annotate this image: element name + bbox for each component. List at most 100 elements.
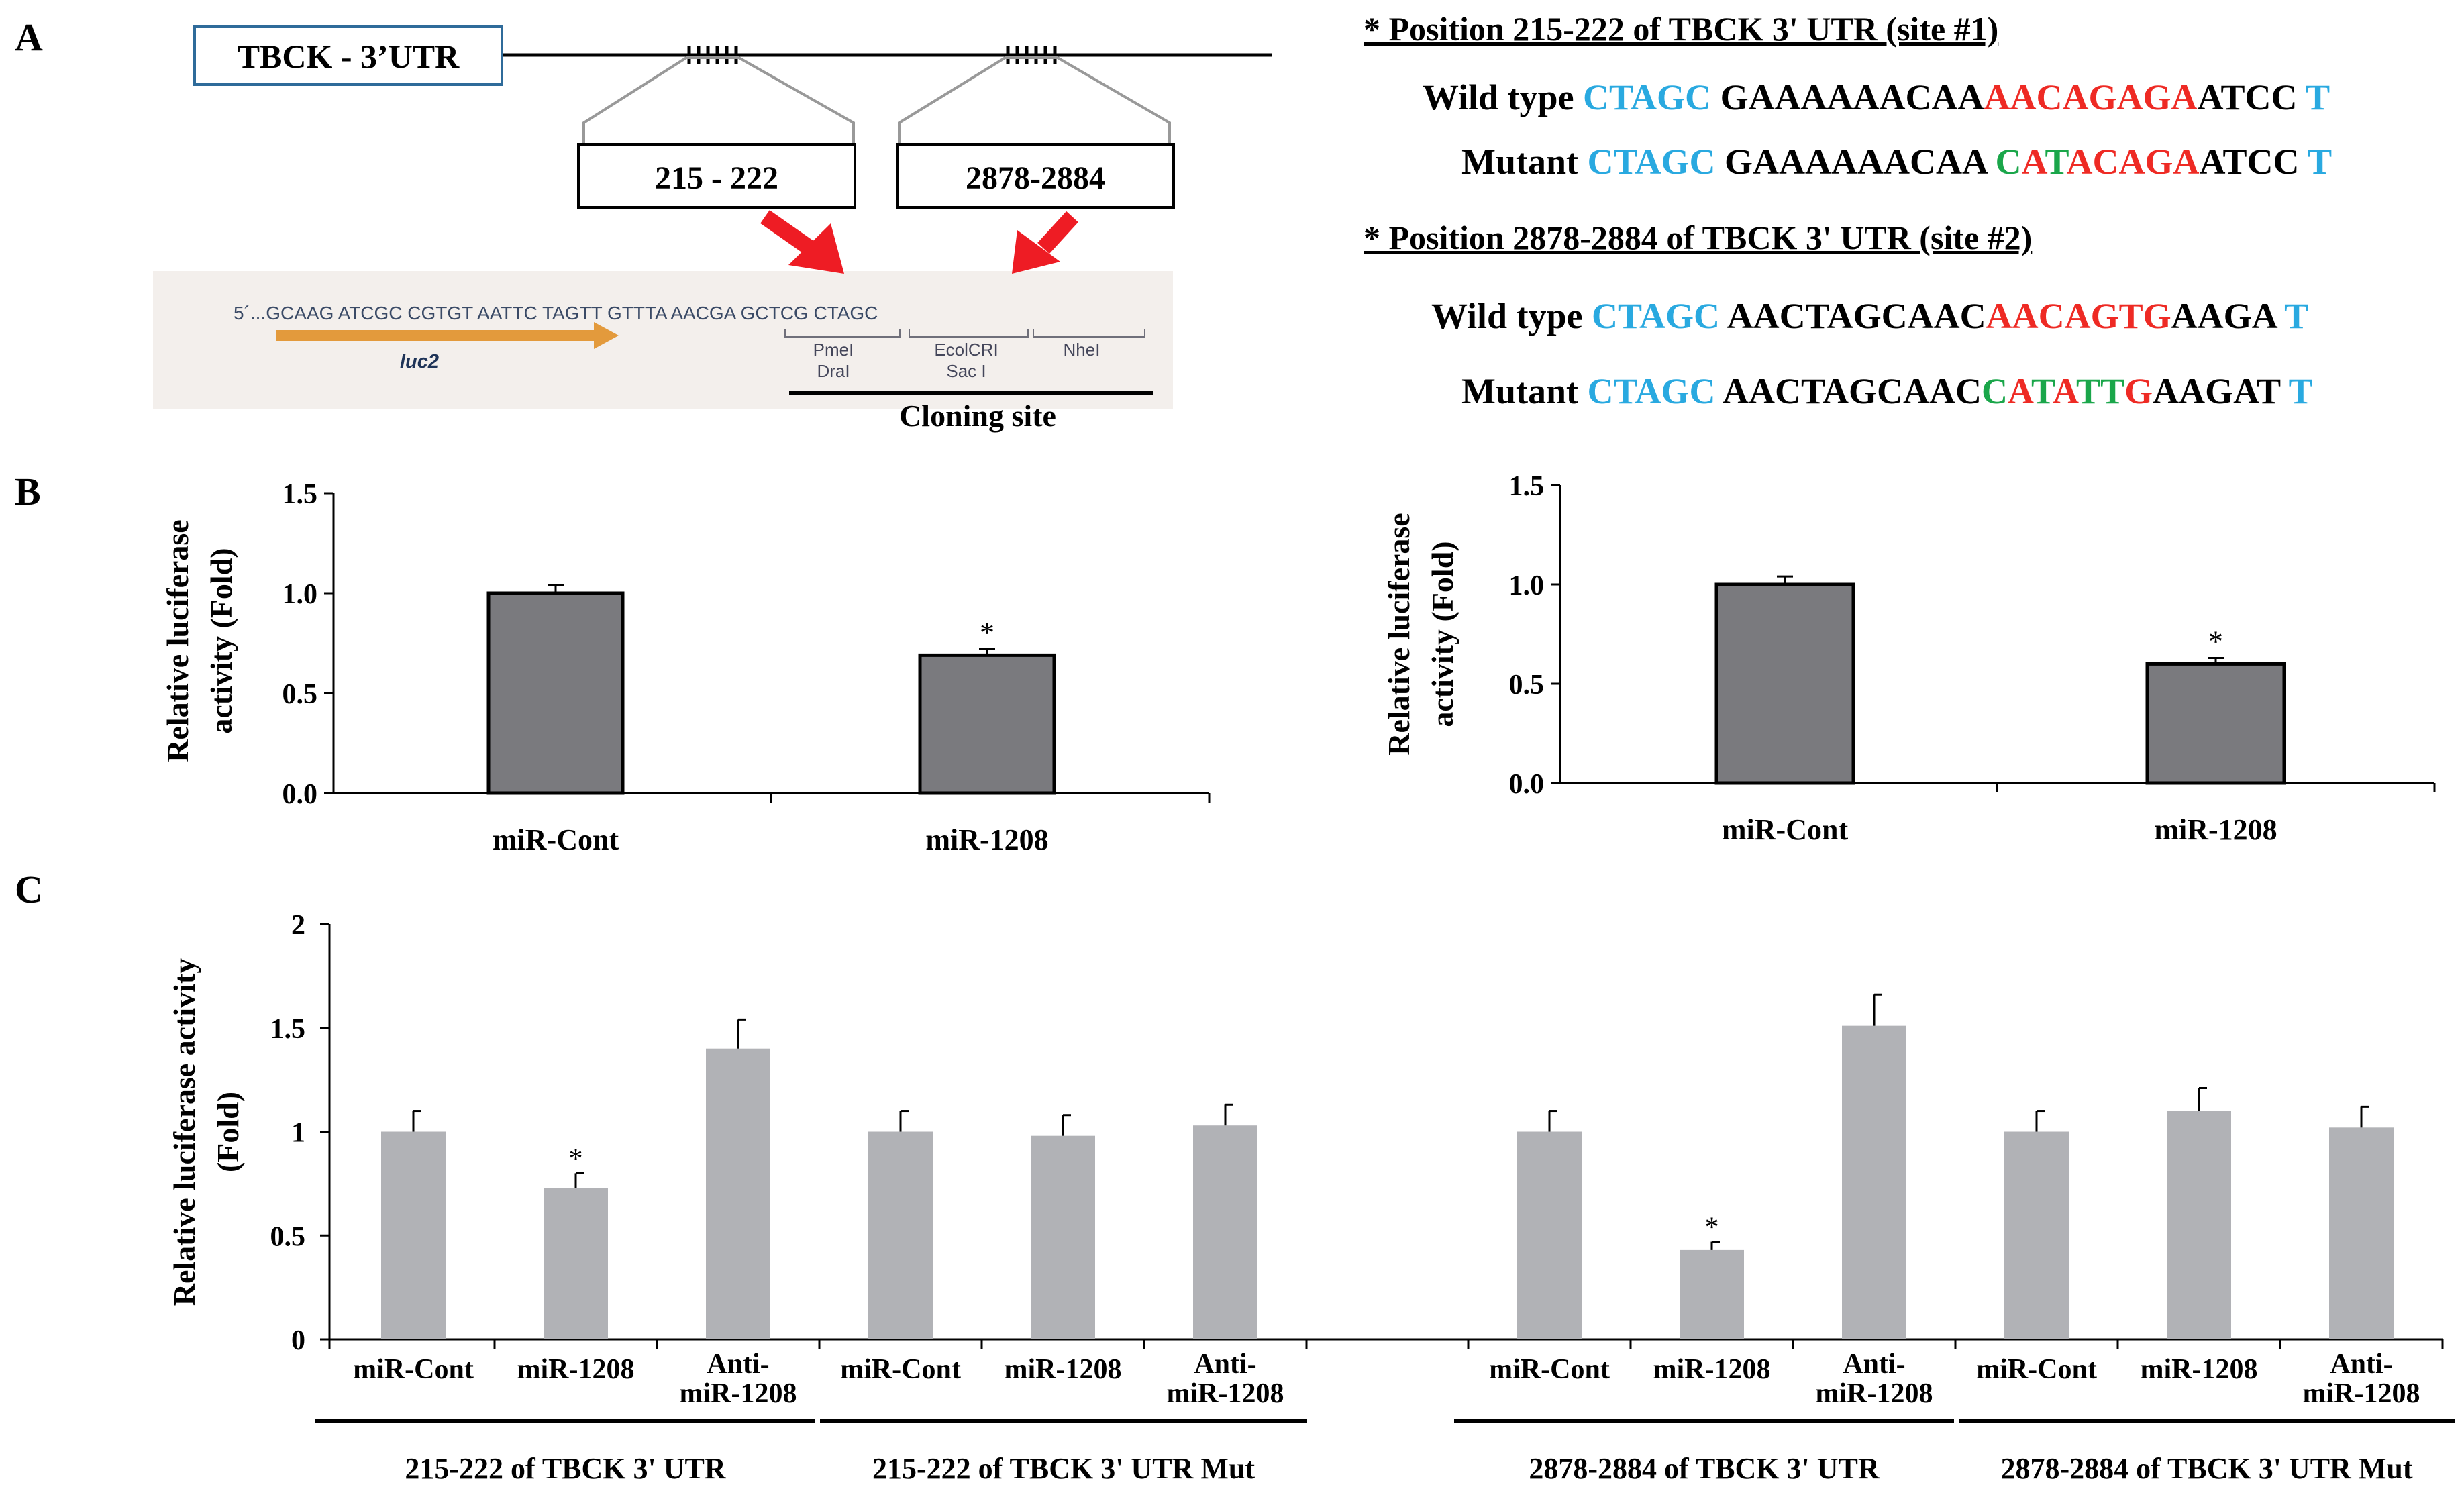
bar <box>2167 1111 2231 1339</box>
group-label: 215-222 of TBCK 3' UTR Mut <box>872 1452 1255 1485</box>
sequence-segment: T <box>2045 142 2067 182</box>
sequence-segment: T <box>2284 296 2309 336</box>
x-tick-label: miR-1208 <box>680 1378 797 1409</box>
site2-box <box>896 143 1175 209</box>
utr-schematic: TBCK - 3’UTR 215 - 222 2878-2884 <box>193 25 1272 209</box>
bar <box>1842 1025 1906 1339</box>
sequence-segment: T <box>2308 142 2332 182</box>
y-tick-label: 1.0 <box>283 579 318 610</box>
sequence-segment: TT <box>2076 371 2125 411</box>
site2-mutant-row: Mutant CTAGC AACTAGCAACCATATTGAAGAT T <box>1461 370 2313 412</box>
bar <box>1680 1249 1744 1339</box>
y-axis-title: (Fold) <box>211 1092 245 1172</box>
x-tick-label: miR-1208 <box>2154 813 2277 846</box>
site2-header: * Position 2878-2884 of TBCK 3' UTR (sit… <box>1364 219 2033 256</box>
y-tick-label: 1 <box>291 1118 305 1149</box>
bar <box>1031 1135 1095 1339</box>
site2-wildtype-label: Wild type <box>1431 296 1592 336</box>
site2-wildtype-row: Wild type CTAGC AACTAGCAACAACAGTGAAGA T <box>1431 295 2308 337</box>
x-tick-label: Anti- <box>1194 1349 1256 1380</box>
sequence-segment: ATCC <box>2197 77 2306 117</box>
bar <box>2145 662 2286 785</box>
sequence-segment: AAGA <box>2171 296 2285 336</box>
site2-zoom-lines <box>898 56 1171 143</box>
bar <box>868 1131 933 1339</box>
x-tick-label: miR-Cont <box>353 1354 474 1385</box>
sequence-segment: AACAGAGA <box>1984 77 2198 117</box>
y-axis-title: activity (Fold) <box>204 548 238 733</box>
y-tick-label: 0.0 <box>283 779 318 810</box>
site2-mutant-label: Mutant <box>1461 371 1588 411</box>
y-tick-label: 1.5 <box>270 1014 306 1045</box>
y-tick-label: 1.5 <box>1509 471 1545 502</box>
enzyme-pmei: PmeI <box>813 340 854 360</box>
sequence-segment: T <box>2306 77 2330 117</box>
chart-b-right: 0.0 0.5 1.0 1.5 miR-Cont * miR-1208 Relative lu… <box>1382 471 2436 846</box>
x-tick-label: Anti- <box>2330 1349 2392 1380</box>
x-tick-label: miR-1208 <box>2141 1354 2258 1385</box>
y-tick-label: 1.5 <box>283 479 318 510</box>
sequence-segment: AACAGTG <box>1986 296 2171 336</box>
x-tick-label: miR-1208 <box>1816 1378 1933 1409</box>
bar <box>544 1188 608 1339</box>
sequence-segment: AAGAT <box>2153 371 2289 411</box>
enzyme-nhei: NheI <box>1064 340 1100 360</box>
enzyme-drai: DraI <box>817 361 850 381</box>
site1-wildtype-sequence: CTAGC GAAAAAACAAAACAGAGAATCC T <box>1583 77 2330 117</box>
site1-mutant-sequence: CTAGC GAAAAAACAA CATACAGAATCC T <box>1588 142 2332 182</box>
y-tick-label: 0 <box>291 1325 305 1356</box>
panel-label-a: A <box>15 15 43 59</box>
x-tick-label: Anti- <box>707 1349 769 1380</box>
significance-marker: * <box>2208 625 2223 658</box>
sequence-segment: G <box>2124 371 2153 411</box>
panel-label-c: C <box>15 868 43 911</box>
arrow-site1-head <box>788 223 844 274</box>
bar <box>486 591 625 795</box>
vector-map: 5´...GCAAG ATCGC CGTGT AATTC TAGTT GTTTA… <box>153 271 1173 433</box>
y-axis-title: Relative luciferase <box>160 519 195 762</box>
x-tick-label: miR-1208 <box>925 823 1048 856</box>
site1-wildtype-row: Wild type CTAGC GAAAAAACAAAACAGAGAATCC T <box>1423 76 2330 118</box>
x-tick-label: miR-1208 <box>1167 1378 1284 1409</box>
panel-label-b: B <box>15 470 41 513</box>
bar <box>2329 1127 2394 1339</box>
utr-label-box <box>193 25 503 86</box>
bar <box>2004 1131 2069 1339</box>
bar <box>918 653 1056 795</box>
chart-c: 0 0.5 1 1.5 2 Relative luciferase activity (Fo… <box>167 910 2455 1485</box>
significance-marker: * <box>980 616 994 649</box>
sequence-segment: A <box>2021 142 2045 182</box>
sequence-segment: AACTAGCAAC <box>1723 371 1982 411</box>
significance-marker: * <box>1705 1213 1719 1243</box>
sequence-segment: T <box>2288 371 2313 411</box>
site1-header: * Position 215-222 of TBCK 3' UTR (site … <box>1364 10 1999 48</box>
arrow-site2-shaft <box>1037 211 1078 254</box>
bar <box>381 1131 446 1339</box>
sequence-segment: GAAAAAACAA <box>1725 142 1996 182</box>
y-tick-label: 2 <box>291 910 305 941</box>
cloning-site-label: Cloning site <box>899 399 1056 433</box>
sequence-segment: AACTAGCAAC <box>1727 296 1986 336</box>
luc2-arrow <box>276 322 619 349</box>
site2-box-label: 2878-2884 <box>966 160 1105 196</box>
x-tick-label: miR-Cont <box>1489 1354 1610 1385</box>
y-tick-label: 0.5 <box>1509 670 1545 701</box>
bar <box>1193 1125 1257 1339</box>
y-axis-title: activity (Fold) <box>1425 541 1459 727</box>
site1-box-label: 215 - 222 <box>655 160 778 196</box>
bar <box>706 1048 770 1339</box>
group-label: 2878-2884 of TBCK 3' UTR Mut <box>2001 1452 2413 1485</box>
x-tick-label: miR-1208 <box>517 1354 635 1385</box>
y-axis-title: Relative luciferase <box>1382 513 1416 755</box>
site1-ticks <box>687 46 738 64</box>
x-tick-label: miR-Cont <box>1976 1354 2097 1385</box>
sequence-segment: ACAGA <box>2066 142 2200 182</box>
sequence-segment: T <box>2031 371 2053 411</box>
sequence-segment: CTAGC <box>1583 77 1721 117</box>
arrow-site1-shaft <box>760 210 817 256</box>
group-label: 215-222 of TBCK 3' UTR <box>405 1452 727 1485</box>
enzyme-brackets <box>784 329 1145 338</box>
significance-marker: * <box>569 1143 583 1174</box>
luc2-label: luc2 <box>400 351 439 372</box>
